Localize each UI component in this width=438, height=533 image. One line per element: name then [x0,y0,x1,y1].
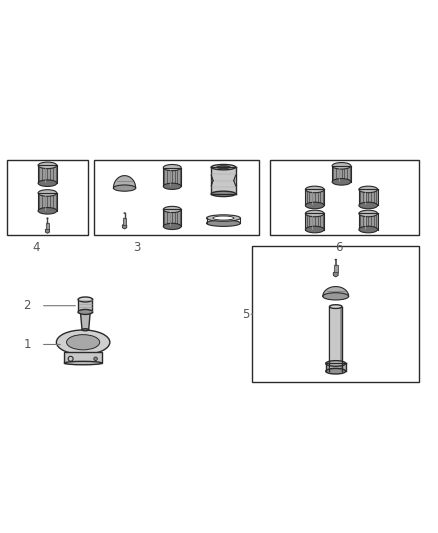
Text: 4: 4 [32,241,40,254]
Ellipse shape [38,207,57,214]
Polygon shape [163,209,181,227]
Polygon shape [359,214,378,230]
Text: 3: 3 [133,241,140,254]
Ellipse shape [38,180,57,187]
Polygon shape [163,167,181,187]
Ellipse shape [163,183,181,189]
Polygon shape [46,229,49,233]
Polygon shape [38,165,57,183]
Circle shape [94,357,97,360]
Ellipse shape [326,361,346,366]
Text: 5: 5 [242,308,249,321]
Text: 2: 2 [24,299,31,312]
Ellipse shape [163,223,181,230]
Polygon shape [334,265,338,272]
Ellipse shape [329,305,342,309]
Polygon shape [340,306,342,371]
Ellipse shape [124,213,125,214]
Polygon shape [329,306,342,371]
Ellipse shape [323,293,349,300]
Polygon shape [123,218,127,225]
Ellipse shape [211,165,236,170]
Ellipse shape [78,297,92,302]
Ellipse shape [359,202,378,209]
Ellipse shape [217,166,230,168]
Ellipse shape [332,163,351,169]
Polygon shape [326,364,346,371]
Ellipse shape [207,215,240,221]
Ellipse shape [326,368,346,374]
Ellipse shape [213,216,234,220]
Ellipse shape [305,226,324,233]
Ellipse shape [38,162,57,168]
Ellipse shape [359,226,378,233]
Ellipse shape [81,310,90,313]
Ellipse shape [359,210,378,217]
Polygon shape [359,189,378,205]
Polygon shape [332,166,351,182]
Polygon shape [122,224,127,229]
Polygon shape [333,271,338,277]
Ellipse shape [305,186,324,193]
Polygon shape [81,312,90,330]
Polygon shape [46,223,49,229]
Ellipse shape [211,191,236,197]
Polygon shape [305,189,324,205]
Ellipse shape [64,361,102,365]
Ellipse shape [67,335,100,350]
Ellipse shape [47,218,48,219]
Ellipse shape [113,185,136,191]
Ellipse shape [305,210,324,217]
Text: 6: 6 [336,241,343,254]
Polygon shape [78,300,92,312]
Ellipse shape [332,179,351,185]
Ellipse shape [78,310,92,314]
Ellipse shape [57,330,110,354]
Ellipse shape [163,206,181,213]
Ellipse shape [207,220,240,227]
Ellipse shape [335,259,337,260]
Ellipse shape [359,186,378,193]
Ellipse shape [163,165,181,171]
Polygon shape [211,167,236,194]
Ellipse shape [305,202,324,209]
Polygon shape [329,306,332,371]
Polygon shape [38,193,57,211]
Text: 1: 1 [24,338,31,351]
Polygon shape [64,352,102,363]
Polygon shape [305,214,324,230]
Ellipse shape [38,190,57,196]
Ellipse shape [82,329,88,331]
